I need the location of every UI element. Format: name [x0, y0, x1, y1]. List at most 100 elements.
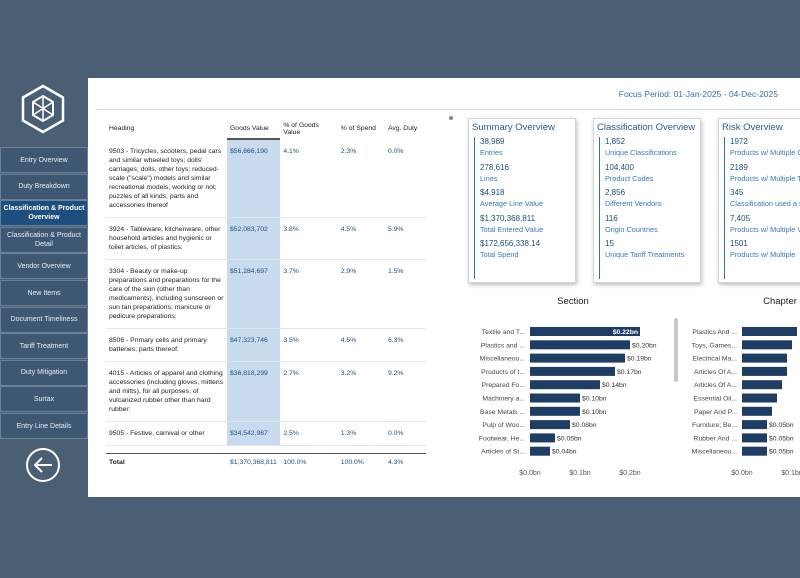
column-header[interactable]: Heading	[109, 125, 135, 132]
total-cell: Total	[106, 453, 228, 474]
column-header[interactable]: % of Goods Value	[283, 121, 319, 136]
column-header[interactable]: Avg. Duty	[387, 125, 418, 132]
cell-number: 3.8%	[280, 217, 338, 260]
value-label: $0.08bn	[572, 422, 597, 429]
item-value: 1972	[730, 137, 748, 146]
nav-button[interactable]: New Items	[0, 280, 88, 306]
bar	[530, 446, 550, 456]
cell-number: 3.7%	[280, 259, 338, 329]
category-label: Plastics And ...	[692, 329, 737, 336]
item-label: Unique Tariff Treatments	[605, 250, 685, 259]
card-item: 7,405 Products w/ Multiple V	[730, 214, 800, 234]
cell-number: 9.2%	[384, 361, 426, 422]
handle	[449, 116, 453, 120]
item-label: Product Codes	[605, 173, 654, 183]
nav-button[interactable]: Vendor Overview	[0, 253, 88, 280]
table-body: 9503 - Tricycles, scooters, pedal cars a…	[106, 140, 426, 453]
focus-period: Focus Period: 01-Jan-2025 - 04-Dec-2025	[618, 89, 778, 99]
table-total: Total $1,370,368,811 100.0% 100.0% 4.3%	[106, 453, 426, 474]
item-value: 7,405	[730, 213, 751, 223]
nav-button[interactable]: Document Timeliness	[0, 306, 88, 333]
category-label: Articles Of A...	[694, 369, 737, 376]
column-header[interactable]: % of Spend	[340, 125, 376, 132]
cell-number: 0.0%	[384, 140, 426, 218]
bar	[530, 406, 580, 416]
card-rule	[724, 137, 725, 279]
logo	[21, 84, 65, 134]
total-row: Total $1,370,368,811 100.0% 100.0% 4.3%	[106, 453, 426, 474]
category-label: Paper And P...	[694, 409, 737, 416]
card-rule	[474, 137, 475, 279]
item-label: Total Spend	[480, 250, 519, 259]
table-row: 3924 - Tableware, kitchenware, other hou…	[106, 217, 426, 260]
category-label: Textile and T...	[482, 329, 525, 336]
item-value: $4,918	[480, 188, 505, 197]
cell-number: 6.3%	[384, 328, 426, 362]
item-value: 345	[730, 188, 744, 197]
category-label: Furniture; Be...	[692, 422, 737, 429]
item-value: 116	[605, 213, 618, 223]
x-tick-label: $0.0bn	[519, 470, 541, 477]
bar	[530, 327, 640, 336]
chart-title: Section	[557, 296, 589, 307]
item-value: 1,852	[605, 137, 626, 146]
x-tick-label: $0.2bn	[619, 470, 641, 477]
overview-card: Summary Overview 38,989 Entries 278,616 Line…	[468, 118, 576, 283]
nav-button[interactable]: Classification & Product Detail	[0, 226, 88, 253]
table-row: 8506 - Primary cells and primary batteri…	[106, 328, 426, 362]
item-value: 2189	[730, 162, 748, 172]
cell-heading: 9503 - Tricycles, scooters, pedal cars a…	[106, 140, 228, 218]
nav-button[interactable]: Tariff Treatment	[0, 333, 88, 360]
nav-button[interactable]: Duty Breakdown	[0, 173, 88, 200]
table-row: 3304 - Beauty or make-up preparations an…	[106, 259, 426, 329]
category-label: Footwear, He...	[479, 435, 525, 442]
item-label: Entries	[480, 148, 503, 157]
item-value: 38,989	[480, 137, 505, 146]
card-title: Classification Overview	[597, 122, 696, 133]
total-cell: 100.0%	[280, 453, 338, 474]
nav-button[interactable]: Classification & Product Overview	[0, 200, 88, 227]
item-value: 278,616	[480, 162, 509, 172]
item-value: $1,370,368,811	[480, 213, 536, 223]
total-cell: 100.0%	[337, 453, 385, 474]
item-value: $172,656,338.14	[480, 239, 541, 248]
nav-button[interactable]: Entry Line Details	[0, 413, 88, 439]
nav-button[interactable]: Entry Overview	[0, 147, 88, 173]
table-row: 9505 - Festive, carnival or other $34,542…	[106, 421, 426, 446]
bar	[742, 446, 767, 456]
back-button[interactable]	[25, 447, 61, 483]
bar	[530, 420, 570, 430]
item-value: 2,856	[605, 188, 626, 197]
cell-number: 2.5%	[280, 421, 338, 446]
total-cell: 4.3%	[384, 453, 426, 474]
item-value: 104,400	[605, 162, 634, 172]
bar	[530, 340, 630, 350]
category-label: Pulp of Woo...	[482, 422, 525, 429]
cell-number: $47,323,746	[227, 328, 281, 362]
column-header[interactable]: Goods Value	[227, 118, 281, 140]
item-label: Products w/ Multiple T	[730, 173, 800, 183]
card-rule	[599, 137, 600, 279]
table-row: 4015 - Articles of apparel and clothing …	[106, 361, 426, 422]
card-item: 15 Unique Tariff Treatments	[605, 239, 684, 259]
category-label: Miscellaneou...	[480, 356, 525, 363]
item-label: Different Vendors	[605, 199, 662, 208]
bar	[742, 366, 787, 376]
nav-button[interactable]: Surtax	[0, 386, 88, 413]
card-title: Summary Overview	[472, 122, 555, 133]
charts: Section $0.0bn $0.1bn $0.2bn Textile and T..…	[479, 296, 800, 477]
category-label: Base Metals ...	[480, 409, 525, 416]
card-item: 1972 Products w/ Multiple C	[730, 137, 800, 157]
item-value: 1501	[730, 239, 748, 248]
card-item: 345 Classification used a s	[730, 188, 800, 208]
item-label: Products w/ Multiple	[730, 250, 796, 259]
item-label: Average Line Value	[480, 199, 544, 208]
card-title: Risk Overview	[722, 122, 783, 133]
category-label: Miscellaneou...	[692, 449, 737, 456]
overview-card: Classification Overview 1,852 Unique Class…	[593, 118, 701, 283]
value-label: $0.20bn	[632, 342, 657, 349]
card-item: $1,370,368,811 Total Entered Value	[480, 214, 543, 234]
item-label: Origin Countries	[605, 224, 658, 234]
nav-button[interactable]: Duty Mitigation	[0, 359, 88, 386]
